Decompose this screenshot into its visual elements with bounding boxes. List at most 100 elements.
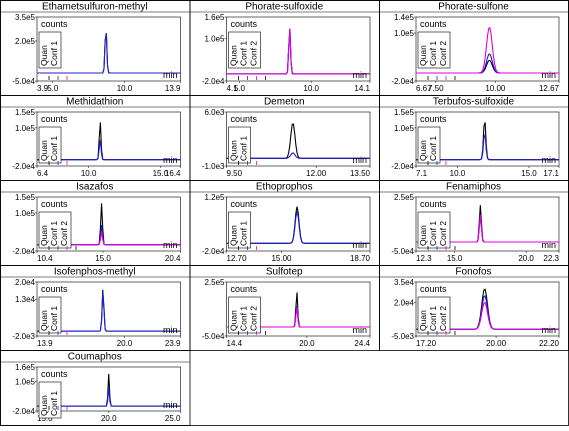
trace-legend-label: Conf 1 [49,221,59,246]
trace-legend-box [228,211,251,249]
trace-legend-label: Quan [39,225,49,246]
trace-legend-label: Quan [39,310,49,331]
trace-legend-box [38,211,72,249]
y-tick-label: -2.0e4 [12,162,35,171]
trace-legend-label: Quan [229,310,239,331]
panel-title: Isofenphos-methyl [54,267,136,278]
x-tick-label: 3.9 [37,84,49,93]
y-tick-label: -5.0e4 [391,247,414,256]
trace-legend-box [38,31,62,69]
x-tick-label: 10.4 [37,254,53,263]
y-tick-label: 1.0e5 [204,34,225,43]
y-tick-label: -2.0e4 [202,77,225,86]
y-tick-label: -2.0e3 [12,332,35,341]
trace-legend-label: Conf 1 [239,306,249,331]
trace-legend-label: Conf 1 [428,221,438,246]
plot-frame [226,16,371,82]
x-tick-label: 9.50 [227,169,243,178]
trace-legend-label: Conf 1 [49,306,59,331]
x-unit-label: min [163,70,178,80]
trace-legend-label: Conf 1 [239,136,249,161]
x-tick-label: 25.0 [165,414,181,423]
y-tick-label: 1.6e5 [15,363,36,372]
trace-legend-label: Conf 1 [49,41,59,66]
x-tick-label: 15.0 [37,414,53,423]
y-tick-label: 2.5e5 [204,278,225,287]
x-tick-label: 13.9 [37,339,53,348]
trace-line [226,28,370,75]
trace-legend-label: Conf 1 [428,41,438,66]
y-tick-label: 3.5e5 [15,13,36,22]
x-tick-label: 20.4 [165,254,181,263]
y-unit-label: counts [231,114,258,124]
y-tick-label: 2.0e5 [15,37,36,46]
panel-title: Phorate-sulfoxide [245,2,323,13]
x-unit-label: min [163,155,178,165]
x-unit-label: min [352,325,367,335]
y-unit-label: counts [231,19,258,29]
x-tick-label: 20.0 [117,339,133,348]
panel-title: Sulfotep [266,267,303,278]
y-tick-label: 1.0e5 [15,378,36,387]
y-tick-label: 1.5e5 [394,108,415,117]
trace-legend-box [38,126,62,164]
panel-title: Ethametsulfuron-methyl [42,2,148,13]
y-unit-label: counts [420,284,447,294]
y-tick-label: 1.3e4 [15,295,36,304]
x-tick-label: 24.4 [354,339,370,348]
x-tick-label: 17.20 [416,339,437,348]
y-tick-label: 2.0e4 [394,298,415,307]
x-tick-label: 10.00 [485,84,506,93]
x-tick-label: 6.67 [416,84,432,93]
plot-frame [36,196,181,252]
trace-legend-label: Quan [418,140,428,161]
y-unit-label: counts [41,284,68,294]
trace-legend-label: Conf 2 [249,306,259,331]
trace-legend-label: Conf 1 [239,221,249,246]
x-tick-label: 13.50 [350,169,371,178]
chromatogram-panel: Ethametsulfuron-methyl 3.5e5 2.0e5 -5.0e43.… [0,0,191,96]
panel-title: Ethoprophos [256,182,313,193]
trace-legend-label: Conf 2 [438,221,448,246]
y-tick-label: 1.5e5 [15,108,36,117]
panel-title: Fenamiphos [446,182,501,193]
trace-line [37,33,181,74]
y-tick-label: 1.0e5 [394,124,415,133]
x-unit-label: min [352,240,367,250]
trace-legend-label: Conf 2 [249,41,259,66]
panel-title: Demeton [264,97,305,108]
y-tick-label: -2.0e4 [391,77,414,86]
trace-legend-label: Quan [418,310,428,331]
trace-legend-label: Conf 1 [49,391,59,416]
x-tick-label: 15.0 [447,254,463,263]
y-tick-label: 1.5e5 [15,193,36,202]
plot-frame [226,111,371,167]
x-tick-label: 20.0 [299,339,315,348]
x-tick-label: 15.0 [521,169,537,178]
panel-title: Coumaphos [68,352,122,363]
x-unit-label: min [163,400,178,410]
x-tick-label: 14.1 [354,84,370,93]
y-unit-label: counts [420,114,447,124]
x-unit-label: min [541,240,556,250]
y-tick-label: 1.4e5 [394,13,415,22]
trace-legend-label: Conf 2 [59,221,69,246]
trace-legend-box [38,296,62,334]
x-tick-label: 12.3 [416,254,432,263]
x-tick-label: 22.3 [543,254,559,263]
y-tick-label: 3.5e4 [394,278,415,287]
trace-legend-label: Quan [229,225,239,246]
trace-legend-box [417,31,451,69]
x-tick-label: 10.0 [450,169,466,178]
plot-frame [36,16,181,82]
x-tick-label: 15.0 [95,254,111,263]
y-tick-label: -2.0e4 [12,247,35,256]
trace-legend-label: Quan [229,45,239,66]
